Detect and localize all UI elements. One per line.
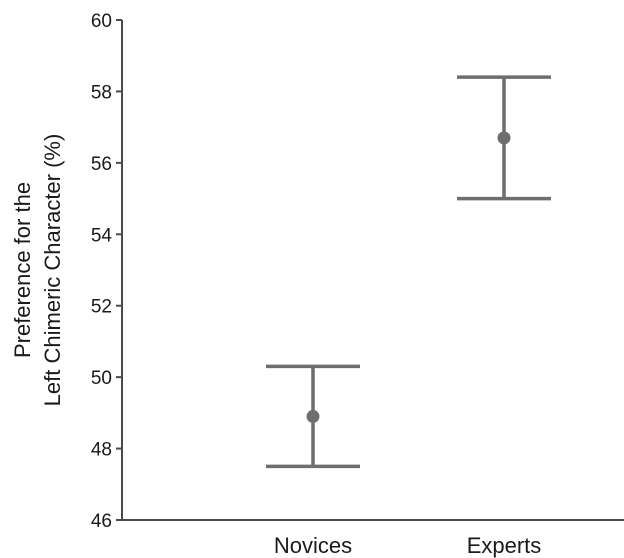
y-tick-label-4: 54: [91, 225, 113, 246]
y-tick-label-0: 46: [91, 511, 112, 532]
data-marks: [266, 75, 551, 469]
y-tick-label-5: 56: [91, 154, 112, 175]
y-tick-label-3: 52: [91, 297, 112, 318]
y-tick-label-2: 50: [91, 368, 112, 389]
y-axis-label-line-2: Left Chimeric Character (%): [40, 134, 65, 407]
y-axis-label-line-1: Preference for the: [10, 182, 35, 358]
x-category-label-experts: Experts: [467, 533, 542, 558]
x-category-labels: Novices Experts: [274, 533, 541, 558]
y-tick-label-7: 60: [91, 11, 112, 32]
mean-point-experts: [497, 131, 511, 145]
y-axis-label: Preference for the Left Chimeric Charact…: [10, 134, 65, 407]
y-tick-label-1: 48: [91, 440, 112, 461]
y-tick-label-6: 58: [91, 82, 112, 103]
x-category-label-novices: Novices: [274, 533, 352, 558]
mean-point-novices: [306, 409, 320, 423]
y-ticks: 46 48 50 52 54 56 58 60: [91, 11, 122, 532]
